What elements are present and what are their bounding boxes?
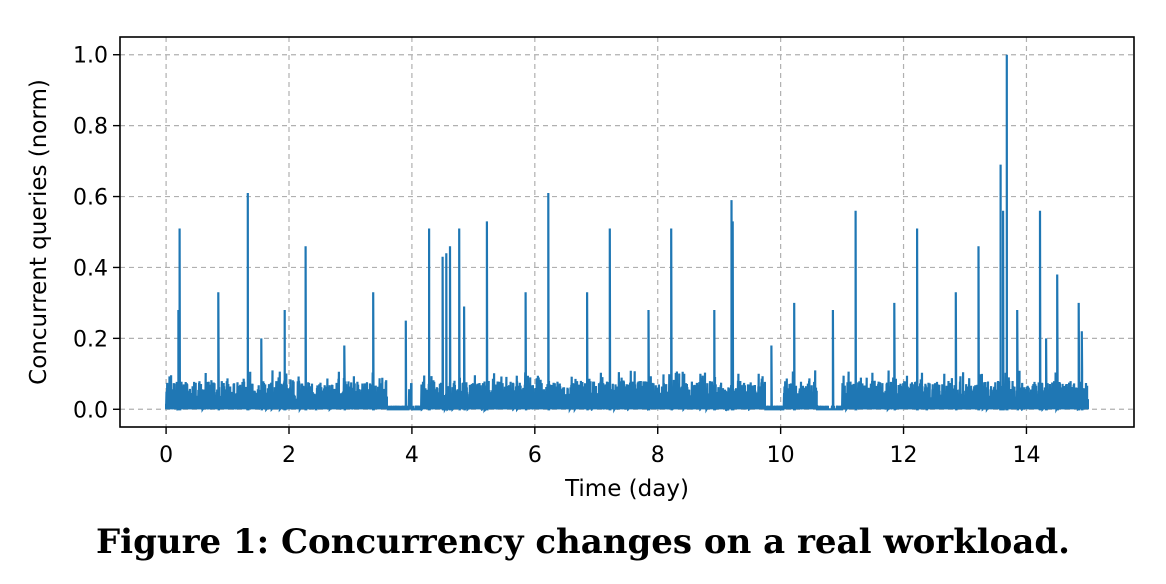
x-tick-label: 12 bbox=[890, 443, 918, 468]
x-tick-label: 0 bbox=[159, 443, 173, 468]
x-tick-label: 8 bbox=[651, 443, 665, 468]
grid-lines bbox=[120, 37, 1134, 427]
y-tick-label: 0.0 bbox=[73, 398, 108, 423]
series-line bbox=[165, 54, 1089, 414]
figure-caption: Figure 1: Concurrency changes on a real … bbox=[96, 522, 1070, 562]
y-tick-label: 0.4 bbox=[73, 256, 108, 281]
plot-frame bbox=[119, 36, 1135, 428]
y-tick-label: 0.8 bbox=[73, 115, 108, 140]
y-tick-label: 0.6 bbox=[73, 186, 108, 211]
x-axis: 0 2 4 6 8 10 12 14 bbox=[159, 427, 1040, 468]
x-axis-title: Time (day) bbox=[564, 476, 689, 502]
y-tick-label: 1.0 bbox=[73, 44, 108, 69]
chart: 0 2 4 6 8 10 12 14 0.0 0.2 0.4 0.6 0.8 1.0 Time (day… bbox=[26, 36, 1135, 502]
y-axis: 0.0 0.2 0.4 0.6 0.8 1.0 bbox=[73, 44, 120, 423]
y-tick-label: 0.2 bbox=[73, 327, 108, 352]
x-tick-label: 4 bbox=[405, 443, 419, 468]
x-tick-label: 14 bbox=[1012, 443, 1040, 468]
x-tick-label: 10 bbox=[767, 443, 795, 468]
chart-svg: 0 2 4 6 8 10 12 14 0.0 0.2 0.4 0.6 0.8 1.0 Time (day… bbox=[26, 36, 1135, 502]
x-tick-label: 6 bbox=[528, 443, 542, 468]
y-axis-title: Concurrent queries (norm) bbox=[26, 79, 52, 385]
x-tick-label: 2 bbox=[282, 443, 296, 468]
